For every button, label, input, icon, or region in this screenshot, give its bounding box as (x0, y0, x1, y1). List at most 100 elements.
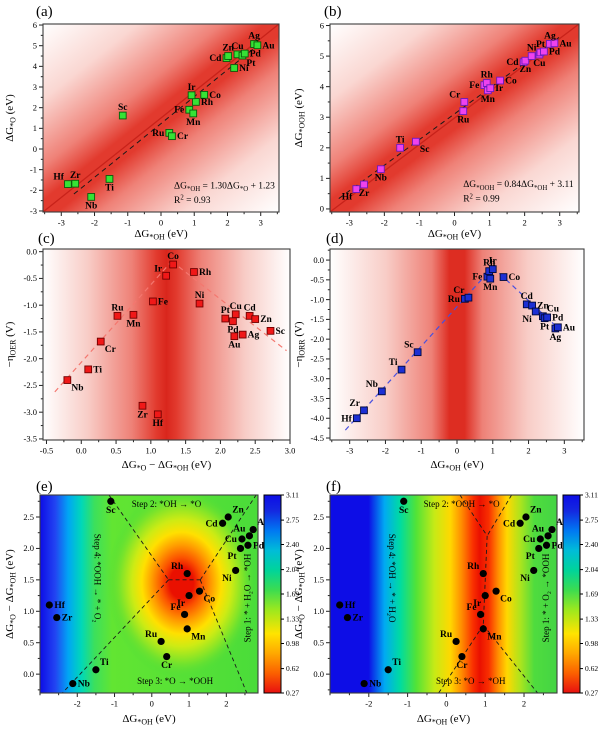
point-e-Zr (53, 613, 61, 622)
point-label-f-Zn: Zn (530, 506, 542, 516)
colorbar-tick-f-0.27: 0.27 (585, 689, 598, 698)
y-tick-c--0.5: -0.5 (24, 273, 37, 283)
y-tick-d--4.5: -4.5 (311, 433, 324, 443)
point-b-Hf (352, 185, 361, 193)
point-e-Co (195, 587, 204, 595)
point-label-c-Cu: Cu (230, 302, 243, 312)
x-tick-b-3: 3 (558, 218, 562, 228)
point-label-f-Nb: Nb (369, 680, 381, 690)
point-label-a-Co: Co (209, 91, 221, 101)
point-label-b-Co: Co (505, 77, 517, 87)
y-axis-label-c: −ηOER (V) (4, 321, 18, 367)
point-f-Ag (548, 525, 556, 534)
point-label-a-Mn: Mn (186, 118, 201, 128)
colorbar-tick-f-2.04: 2.04 (585, 565, 598, 574)
point-f-Mn (479, 625, 487, 633)
point-c-Sc (266, 327, 275, 335)
panel-letter-b: (b) (324, 4, 342, 20)
point-label-b-Ni: Ni (527, 44, 537, 54)
point-c-Co (169, 260, 177, 269)
x-tick-c-2: 2.0 (215, 446, 226, 456)
point-label-b-Ir: Ir (495, 84, 504, 94)
point-e-Zn (224, 513, 232, 521)
point-label-a-Rh: Rh (201, 98, 214, 108)
x-tick-b-1: 1 (487, 218, 491, 228)
step-label-f-top: Step 2: *OOH → *O (424, 499, 500, 509)
point-label-e-Cu: Cu (225, 535, 238, 545)
x-axis-label-e: ΔG*OH (eV) (122, 713, 176, 727)
point-label-c-Cr: Cr (105, 345, 117, 355)
point-label-e-Ru: Ru (145, 630, 158, 640)
point-c-Pd (229, 317, 237, 326)
point-label-d-Zn: Zn (537, 302, 549, 312)
y-tick-a-4: 4 (33, 61, 38, 71)
x-tick-c-0.5: 0.5 (111, 446, 122, 456)
point-label-f-Rh: Rh (467, 562, 480, 572)
point-a-Ni (230, 64, 238, 72)
point-a-Zn (224, 52, 232, 60)
point-f-Ru (452, 637, 460, 646)
y-tick-a-5: 5 (33, 40, 37, 50)
point-b-Ni (527, 52, 536, 60)
point-c-Nb (63, 376, 72, 384)
point-d-Hf (352, 414, 361, 423)
point-a-Pd (240, 49, 249, 58)
panel-letter-f: (f) (326, 479, 341, 495)
axes-d (326, 249, 583, 444)
point-f-Sc (400, 497, 408, 505)
point-a-Co (200, 91, 209, 99)
point-label-b-Ag: Ag (544, 31, 556, 41)
colorbar-tick-e-1.33: 1.33 (286, 615, 299, 624)
y-tick-c--3.5: -3.5 (24, 434, 37, 444)
y-tick-a-0: 0 (33, 144, 37, 154)
y-tick-b-4: 4 (320, 81, 325, 91)
colorbar-tick-e-2.04: 2.04 (286, 565, 299, 574)
point-label-c-Sc: Sc (276, 327, 286, 337)
y-tick-d--1: -1.0 (311, 294, 324, 304)
point-c-Pt (221, 314, 230, 323)
point-c-Cu (231, 310, 240, 319)
x-tick-b-0: 0 (452, 218, 456, 228)
y-tick-b-2: 2 (320, 143, 324, 153)
point-label-d-Ir: Ir (489, 257, 498, 267)
point-label-e-Zn: Zn (232, 506, 244, 516)
point-label-a-Pt: Pt (246, 59, 256, 69)
point-d-Cr (464, 293, 473, 302)
volcano-line-c-2 (171, 260, 287, 352)
x-tick-c-2.5: 2.5 (250, 446, 261, 456)
y-axis-label-d: −ηORR (V) (293, 321, 307, 368)
point-b-Co (496, 76, 504, 85)
point-e-Ru (157, 637, 165, 646)
point-e-Nb (69, 679, 77, 688)
point-c-Mn (129, 310, 138, 319)
point-label-d-Hf: Hf (341, 414, 352, 424)
point-label-d-Zr: Zr (349, 399, 360, 409)
point-c-Ru (113, 312, 122, 320)
y-tick-d--1.5: -1.5 (311, 314, 324, 324)
x-tick-e--2: -2 (74, 699, 81, 709)
colorbar-tick-f-1.69: 1.69 (585, 590, 598, 599)
colorbar-tick-e-0.98: 0.98 (286, 639, 299, 648)
colorbar-tick-f-2.4: 2.40 (585, 540, 598, 549)
point-label-c-Zr: Zr (137, 410, 148, 420)
point-label-a-Cu: Cu (231, 42, 244, 52)
point-e-Hf (45, 601, 53, 609)
point-label-b-Pd: Pd (549, 48, 561, 58)
point-label-a-Ag: Ag (248, 32, 260, 42)
point-label-d-Nb: Nb (366, 380, 378, 390)
point-label-b-Pt: Pt (536, 40, 546, 50)
colorbar-tick-f-2.75: 2.75 (585, 516, 598, 525)
point-label-e-Sc: Sc (106, 506, 116, 516)
y-tick-c--2: -2.0 (24, 353, 37, 363)
point-label-d-Ag: Ag (550, 333, 562, 343)
x-tick-f-2: 2 (522, 699, 526, 709)
x-tick-a--3: -3 (58, 218, 65, 228)
point-c-Rh (190, 268, 198, 276)
x-axis-label-b: ΔG*OH (eV) (428, 228, 482, 242)
